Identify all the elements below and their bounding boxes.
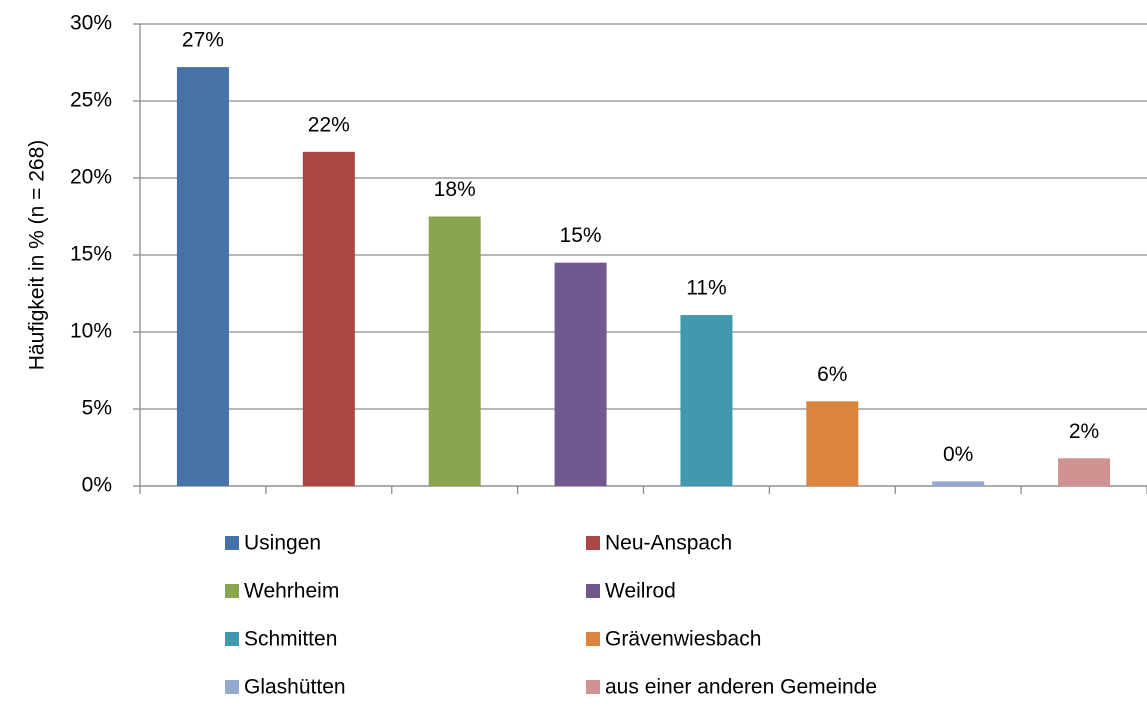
data-label: 11% xyxy=(686,277,726,300)
legend-label: Glashütten xyxy=(244,676,346,699)
bar xyxy=(302,151,355,486)
bar xyxy=(1058,458,1111,486)
bar xyxy=(554,262,607,486)
data-label: 27% xyxy=(182,29,224,52)
y-tick-label: 10% xyxy=(70,320,112,343)
data-label: 18% xyxy=(434,178,476,201)
legend-swatch xyxy=(586,680,600,694)
bar xyxy=(680,315,733,486)
legend-swatch xyxy=(586,584,600,598)
data-label: 0% xyxy=(943,443,973,466)
legend-label: Grävenwiesbach xyxy=(605,628,761,651)
data-label: 2% xyxy=(1069,420,1099,443)
legend-swatch xyxy=(225,536,239,550)
y-tick-label: 15% xyxy=(70,243,112,266)
bar xyxy=(806,401,859,486)
data-label: 22% xyxy=(308,113,350,136)
legend-label: Wehrheim xyxy=(244,580,339,603)
y-axis-label: Häufigkeit in % (n = 268) xyxy=(26,140,49,371)
legend-label: aus einer anderen Gemeinde xyxy=(605,676,877,699)
bar xyxy=(176,67,229,487)
legend-swatch xyxy=(586,632,600,646)
legend-swatch xyxy=(225,680,239,694)
y-tick-label: 0% xyxy=(82,474,112,497)
legend-swatch xyxy=(225,632,239,646)
legend-swatch xyxy=(586,536,600,550)
legend-label: Weilrod xyxy=(605,580,676,603)
bar xyxy=(428,216,481,486)
y-tick-label: 30% xyxy=(70,12,112,35)
data-label: 15% xyxy=(560,224,602,247)
bar xyxy=(932,481,985,486)
y-tick-label: 5% xyxy=(82,397,112,420)
legend-label: Neu-Anspach xyxy=(605,532,732,555)
y-tick-label: 25% xyxy=(70,89,112,112)
y-tick-label: 20% xyxy=(70,166,112,189)
legend-label: Usingen xyxy=(244,532,321,555)
legend-label: Schmitten xyxy=(244,628,337,651)
legend-swatch xyxy=(225,584,239,598)
data-label: 6% xyxy=(817,363,847,386)
